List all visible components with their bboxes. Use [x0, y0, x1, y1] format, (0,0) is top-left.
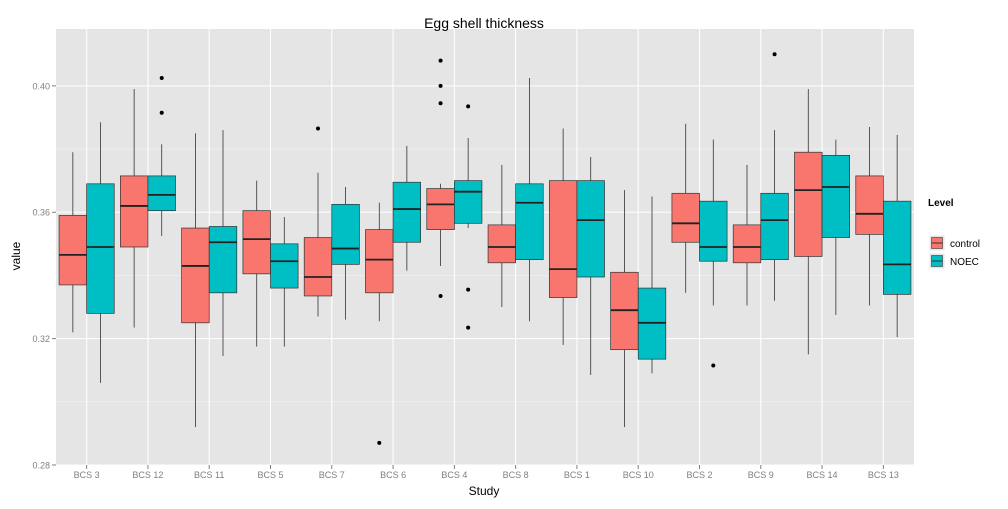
x-tick-label: BCS 13 [868, 470, 899, 480]
box-control [303, 237, 333, 297]
outlier-point [438, 83, 443, 88]
outlier-point [711, 363, 716, 368]
box-control [794, 151, 823, 257]
box-control [855, 175, 884, 235]
outlier-point [438, 101, 443, 106]
x-axis: BCS 3 BCS 12 BCS 11 BCS 5 BCS 7 BCS 6 BCS 4 BCS… [74, 465, 899, 480]
box-control [487, 224, 516, 264]
x-tick-label: BCS 11 [194, 470, 224, 480]
x-tick-label: BCS 4 [441, 470, 467, 480]
box-control [242, 210, 271, 275]
box-noec [883, 200, 912, 295]
x-tick-label: BCS 8 [503, 470, 529, 480]
box-control [58, 215, 87, 286]
box-noec [208, 226, 238, 294]
outlier-point [466, 104, 471, 109]
box-noec [86, 183, 115, 314]
x-tick-label: BCS 1 [564, 470, 590, 480]
outlier-point [466, 287, 471, 292]
x-axis-label: Study [469, 484, 500, 498]
box-noec [147, 175, 176, 212]
y-axis-label: value [9, 241, 23, 270]
y-tick-label: 0.28 [32, 461, 50, 471]
x-tick-label: BCS 12 [132, 470, 163, 480]
x-tick-label: BCS 5 [257, 470, 283, 480]
legend-title: Level [928, 198, 954, 209]
y-tick-label: 0.40 [32, 81, 50, 91]
box-control [732, 224, 762, 264]
outlier-layer [159, 52, 777, 445]
box-noec [760, 192, 789, 260]
y-axis: 0.28 0.32 0.36 0.40 [32, 81, 56, 471]
box-noec [270, 243, 299, 289]
outlier-point [438, 293, 443, 298]
whisker-layer [72, 77, 898, 428]
y-tick-label: 0.32 [32, 334, 50, 344]
box-noec [454, 180, 483, 224]
box-control [671, 192, 700, 243]
box-noec [515, 183, 544, 260]
x-tick-label: BCS 10 [623, 470, 654, 480]
box-control [181, 227, 210, 324]
x-tick-label: BCS 14 [807, 470, 838, 480]
legend: Level control NOEC [928, 198, 980, 269]
box-noec [331, 203, 360, 265]
box-control [548, 180, 578, 298]
box-noec [576, 180, 605, 278]
box-noec [699, 200, 728, 262]
outlier-point [377, 440, 382, 445]
outlier-point [466, 325, 471, 330]
box-layer [58, 151, 912, 360]
x-tick-label: BCS 6 [380, 470, 406, 480]
x-tick-label: BCS 2 [686, 470, 712, 480]
box-control [365, 229, 394, 294]
outlier-point [772, 52, 777, 57]
legend-label-noec: NOEC [950, 257, 979, 268]
y-tick-label: 0.36 [32, 208, 50, 218]
x-tick-label: BCS 3 [74, 470, 100, 480]
box-noec [392, 181, 422, 243]
x-tick-label: BCS 9 [748, 470, 774, 480]
box-control [119, 175, 149, 248]
chart-title: Egg shell thickness [424, 15, 544, 31]
outlier-point [159, 110, 164, 115]
legend-label-control: control [950, 239, 980, 250]
outlier-point [315, 126, 320, 131]
outlier-point [438, 58, 443, 63]
x-tick-label: BCS 7 [319, 470, 345, 480]
box-control [426, 188, 455, 230]
box-noec [821, 155, 850, 238]
outlier-point [159, 75, 164, 80]
